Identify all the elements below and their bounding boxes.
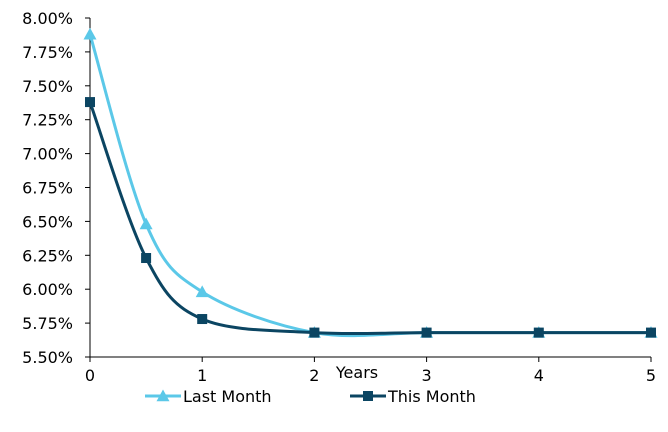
legend: Last Month This Month [145, 387, 476, 406]
y-axis-ticks: 5.50% 5.75% 6.00% 6.25% 6.50% 6.75% 7.00% 7.25%… [22, 9, 90, 367]
y-tick-label: 7.50% [22, 77, 73, 96]
x-tick-label: 3 [422, 366, 432, 385]
y-tick-label: 6.25% [22, 246, 73, 265]
y-tick-label: 7.00% [22, 145, 73, 164]
legend-item-last-month: Last Month [145, 387, 272, 406]
series-last-month [83, 27, 658, 338]
y-tick-label: 7.75% [22, 43, 73, 62]
data-point-this-month [421, 327, 432, 338]
y-tick-label: 8.00% [22, 9, 73, 28]
data-point-this-month [309, 327, 320, 338]
legend-label: This Month [387, 387, 476, 406]
legend-swatch-marker [156, 389, 170, 402]
x-tick-label: 5 [646, 366, 656, 385]
x-axis-ticks: 0 1 2 3 4 5 [85, 357, 656, 385]
legend-item-this-month: This Month [350, 387, 476, 406]
y-tick-label: 6.50% [22, 212, 73, 231]
y-tick-label: 6.00% [22, 280, 73, 299]
x-tick-label: 4 [534, 366, 544, 385]
y-tick-label: 5.75% [22, 314, 73, 333]
data-point-last-month [139, 217, 153, 230]
y-tick-label: 5.50% [22, 348, 73, 367]
data-point-last-month [195, 285, 209, 298]
data-point-this-month [646, 327, 656, 338]
axes [89, 18, 651, 358]
y-tick-label: 7.25% [22, 111, 73, 130]
series-this-month [85, 97, 656, 338]
series-line-last-month [88, 33, 651, 338]
y-tick-label: 6.75% [22, 179, 73, 198]
legend-swatch-marker [363, 391, 373, 401]
data-point-this-month [141, 253, 152, 264]
data-point-this-month [197, 314, 208, 325]
series-layer [83, 27, 658, 338]
x-axis-title: Years [335, 363, 378, 382]
data-point-this-month [533, 327, 544, 338]
data-point-last-month [83, 27, 97, 40]
legend-label: Last Month [183, 387, 272, 406]
data-point-this-month [85, 97, 95, 108]
x-tick-label: 0 [85, 366, 95, 385]
x-tick-label: 1 [197, 366, 207, 385]
series-line-this-month [88, 101, 651, 336]
x-tick-label: 2 [309, 366, 319, 385]
